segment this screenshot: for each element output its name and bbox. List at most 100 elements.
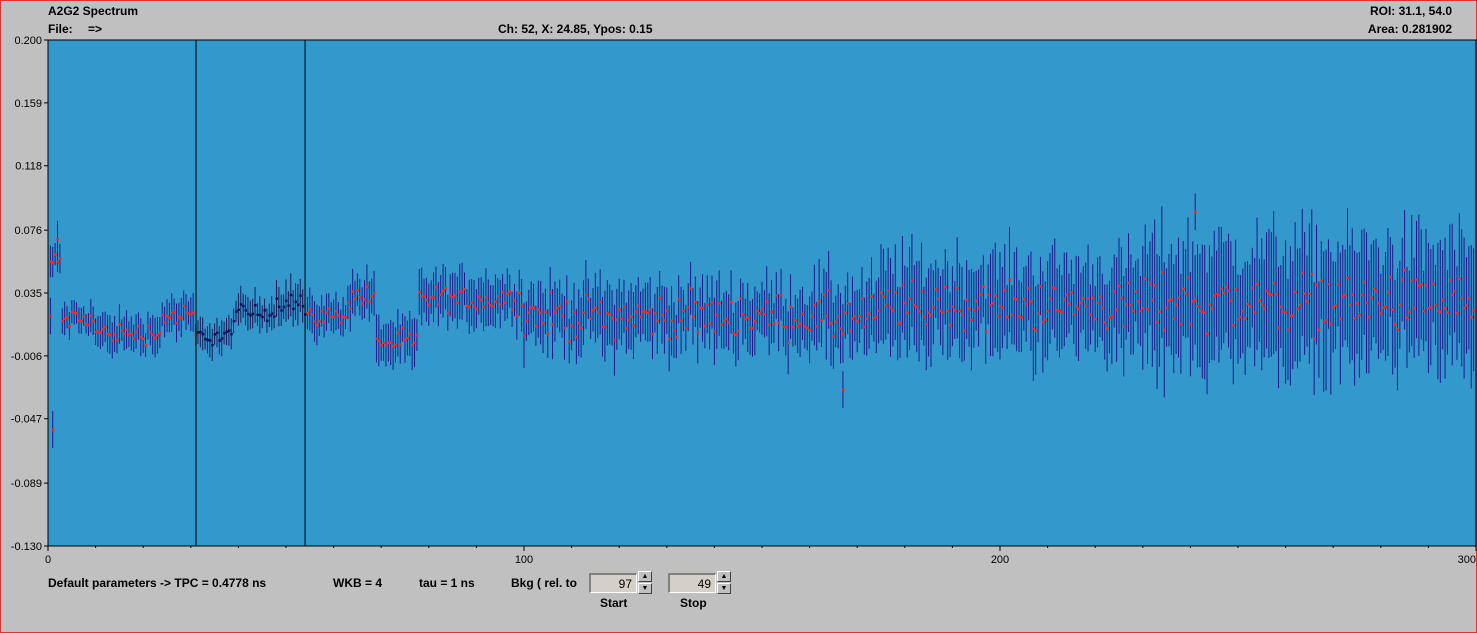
data-point: [561, 314, 564, 318]
data-point: [722, 319, 726, 323]
stop-down-arrow-icon[interactable]: ▼: [717, 583, 731, 594]
data-point: [806, 326, 809, 330]
data-point: [732, 332, 735, 335]
data-point: [334, 309, 338, 313]
stop-input[interactable]: 49: [668, 573, 716, 593]
data-point: [934, 287, 938, 291]
data-point: [780, 293, 783, 297]
data-point: [1398, 303, 1402, 307]
data-point: [1286, 328, 1290, 331]
data-point: [625, 327, 628, 330]
data-point: [125, 328, 129, 332]
data-point: [444, 287, 447, 290]
data-point: [530, 306, 533, 309]
start-input[interactable]: 97: [589, 573, 637, 593]
data-point: [56, 260, 60, 264]
data-point: [1153, 284, 1157, 287]
data-point: [232, 319, 236, 323]
data-point: [915, 305, 919, 309]
data-point: [499, 303, 502, 306]
data-point: [94, 330, 98, 334]
data-point: [1289, 314, 1292, 318]
data-point: [1265, 289, 1269, 292]
data-point: [563, 326, 566, 330]
data-point: [575, 335, 578, 338]
data-point: [979, 293, 983, 296]
data-point: [1329, 322, 1333, 325]
file-menu-arrow[interactable]: =>: [88, 22, 103, 36]
data-point: [137, 325, 140, 328]
data-point: [365, 285, 369, 289]
data-point: [758, 312, 762, 315]
y-tick-label: -0.130: [11, 541, 42, 553]
data-point: [1332, 305, 1335, 309]
data-point: [787, 341, 790, 345]
data-point: [929, 314, 933, 317]
data-point: [1156, 320, 1159, 324]
data-point: [634, 310, 638, 313]
data-point: [708, 322, 712, 325]
data-point: [1013, 297, 1016, 300]
data-point: [1260, 303, 1264, 306]
data-point: [1429, 306, 1433, 309]
data-point: [1010, 313, 1014, 317]
data-point: [249, 313, 252, 317]
data-point: [756, 309, 759, 313]
data-point: [1253, 311, 1257, 314]
data-point: [1358, 313, 1361, 317]
data-point: [237, 308, 240, 312]
data-point: [851, 317, 854, 320]
data-point: [927, 311, 931, 314]
data-point: [587, 297, 590, 301]
data-point: [144, 344, 148, 347]
data-point: [611, 316, 614, 320]
data-point: [568, 340, 571, 343]
data-point: [282, 305, 286, 309]
data-point: [515, 314, 519, 318]
data-point: [770, 310, 774, 314]
data-point: [1001, 306, 1004, 309]
data-point: [963, 329, 966, 332]
start-down-arrow-icon[interactable]: ▼: [638, 583, 652, 594]
data-point: [1313, 337, 1316, 341]
data-point: [834, 320, 838, 323]
data-point: [689, 287, 693, 290]
data-point: [584, 293, 588, 296]
data-point: [430, 296, 433, 299]
data-point: [968, 307, 971, 310]
start-up-arrow-icon[interactable]: ▲: [638, 571, 652, 582]
data-point: [354, 297, 357, 301]
data-point: [1298, 303, 1302, 307]
data-point: [1041, 320, 1045, 324]
data-point: [953, 308, 957, 312]
data-point: [1220, 287, 1223, 290]
data-point: [151, 333, 155, 337]
data-point: [363, 298, 367, 301]
data-point: [311, 313, 314, 316]
data-point: [572, 310, 576, 314]
data-point: [949, 323, 952, 327]
data-point: [546, 332, 550, 335]
data-point: [899, 321, 902, 325]
data-point: [668, 337, 671, 340]
data-point: [465, 304, 469, 308]
data-point: [92, 319, 95, 323]
data-point: [1129, 303, 1133, 307]
data-point: [1325, 319, 1328, 322]
data-point: [104, 325, 107, 329]
file-menu[interactable]: File:: [48, 22, 73, 36]
data-point: [449, 294, 452, 297]
data-point: [1068, 302, 1071, 305]
data-point: [751, 327, 754, 330]
data-point: [599, 300, 602, 304]
data-point: [832, 334, 835, 338]
stop-up-arrow-icon[interactable]: ▲: [717, 571, 731, 582]
data-point: [285, 299, 288, 303]
data-point: [196, 331, 200, 334]
tau-label: tau = 1 ns: [419, 576, 475, 590]
data-point: [358, 296, 362, 299]
data-point: [204, 338, 207, 341]
data-point: [580, 326, 583, 330]
data-point: [1008, 278, 1012, 282]
